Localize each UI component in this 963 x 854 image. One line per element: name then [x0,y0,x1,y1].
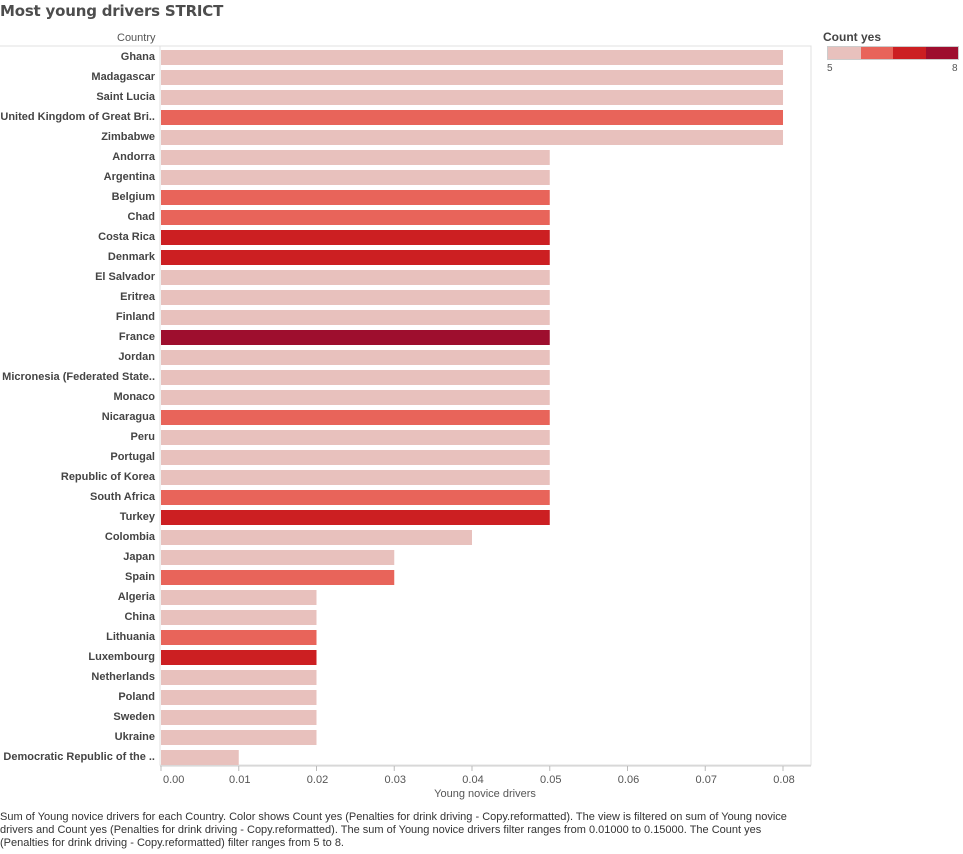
bar[interactable] [161,50,784,65]
category-label: Costa Rica [98,231,156,243]
category-label: Luxembourg [88,651,155,663]
bar[interactable] [161,330,550,345]
x-tick-label: 0.00 [163,774,184,786]
legend-swatch-7 [893,47,926,59]
category-label: Argentina [104,171,156,183]
category-label: Democratic Republic of the .. [3,751,155,763]
category-label: Turkey [120,511,156,523]
bar[interactable] [161,550,395,565]
x-tick-label: 0.01 [229,774,250,786]
row-header: Country [117,32,156,44]
category-label: Eritrea [120,291,156,303]
bars-layer [161,50,784,765]
chart-caption: Sum of Young novice drivers for each Cou… [0,811,787,849]
bar[interactable] [161,690,317,705]
bar[interactable] [161,110,784,125]
bar[interactable] [161,490,550,505]
x-tick-label: 0.03 [385,774,406,786]
legend-swatch-6 [860,47,893,59]
bar[interactable] [161,150,550,165]
category-label: United Kingdom of Great Bri.. [0,111,155,123]
category-label: Micronesia (Federated State.. [2,371,155,383]
bar[interactable] [161,350,550,365]
bar[interactable] [161,210,550,225]
category-labels: Ghana Madagascar Saint Lucia United Kingdom… [0,51,156,763]
category-label: Ghana [121,51,156,63]
category-label: Belgium [112,191,156,203]
bar[interactable] [161,730,317,745]
x-tick-label: 0.08 [773,774,794,786]
category-label: France [119,331,155,343]
category-label: Portugal [110,451,155,463]
category-label: Netherlands [91,671,155,683]
category-label: Nicaragua [102,411,156,423]
bar[interactable] [161,530,473,545]
bar[interactable] [161,390,550,405]
category-label: South Africa [90,491,156,503]
x-axis-ticks: 0.00 0.01 0.02 0.03 0.04 0.05 0.06 0.07 0.08 [160,766,795,786]
category-label: Jordan [118,351,155,363]
category-label: Lithuania [106,631,156,643]
bar[interactable] [161,510,550,525]
bar[interactable] [161,410,550,425]
category-label: Monaco [113,391,155,403]
category-label: Chad [128,211,156,223]
category-label: Zimbabwe [101,131,155,143]
bar[interactable] [161,130,784,145]
bar[interactable] [161,270,550,285]
category-label: Poland [118,691,155,703]
bar[interactable] [161,370,550,385]
x-tick-label: 0.07 [696,774,717,786]
bar[interactable] [161,750,239,765]
category-label: Madagascar [91,71,155,83]
category-label: China [124,611,155,623]
category-label: Ukraine [115,731,155,743]
x-axis-title: Young novice drivers [434,788,536,800]
bar[interactable] [161,710,317,725]
bar[interactable] [161,90,784,105]
bar[interactable] [161,250,550,265]
category-label: Spain [125,571,155,583]
category-label: Finland [116,311,155,323]
bar[interactable] [161,610,317,625]
bar[interactable] [161,190,550,205]
category-label: Peru [131,431,155,443]
category-label: Saint Lucia [96,91,156,103]
legend-min-label: 5 [827,63,833,74]
category-label: Republic of Korea [61,471,156,483]
bar-chart: Ghana Madagascar Saint Lucia United Kingdom… [0,45,812,800]
bar[interactable] [161,310,550,325]
bar[interactable] [161,290,550,305]
x-tick-label: 0.02 [307,774,328,786]
category-label: Algeria [118,591,156,603]
legend-title: Count yes [823,30,882,44]
bar[interactable] [161,170,550,185]
x-tick-label: 0.06 [618,774,639,786]
x-tick-label: 0.05 [540,774,561,786]
bar[interactable] [161,230,550,245]
bar[interactable] [161,630,317,645]
bar[interactable] [161,450,550,465]
color-legend[interactable] [827,46,959,60]
legend-swatch-5 [828,47,861,59]
bar[interactable] [161,570,395,585]
category-label: Colombia [105,531,156,543]
plot-frame [159,45,812,766]
chart-title: Most young drivers STRICT [0,2,224,20]
bar[interactable] [161,470,550,485]
x-tick-label: 0.04 [462,774,483,786]
bar[interactable] [161,650,317,665]
legend-max-label: 8 [952,63,958,74]
category-label: Andorra [112,151,156,163]
category-label: El Salvador [95,271,156,283]
category-label: Japan [123,551,155,563]
bar[interactable] [161,590,317,605]
bar[interactable] [161,670,317,685]
bar[interactable] [161,430,550,445]
category-label: Sweden [113,711,155,723]
bar[interactable] [161,70,784,85]
legend-swatch-8 [925,47,958,59]
category-label: Denmark [108,251,156,263]
